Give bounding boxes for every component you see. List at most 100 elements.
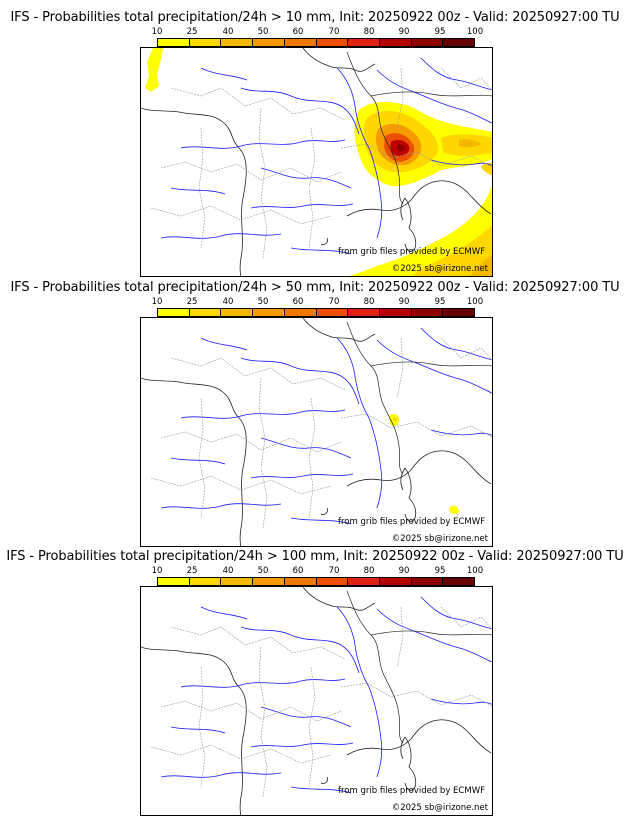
- colorbar-swatch: [284, 309, 317, 316]
- tick-label: 10: [151, 27, 163, 37]
- source-credit: from grib files provided by ECMWF: [338, 517, 485, 527]
- colorbar-swatches: [157, 577, 475, 586]
- colorbar-swatch: [158, 309, 190, 316]
- tick-label: 50: [257, 297, 269, 307]
- colorbar-swatch: [158, 578, 190, 585]
- panel-10mm: IFS - Probabilities total precipitation/…: [0, 0, 630, 277]
- copyright-notice: ©2025 sb@irizone.net: [391, 534, 488, 544]
- colorbar-swatch: [348, 39, 380, 46]
- panel-50mm: IFS - Probabilities total precipitation/…: [0, 270, 630, 547]
- rivers: [160, 596, 492, 794]
- country-borders: [346, 51, 492, 205]
- source-credit: from grib files provided by ECMWF: [338, 247, 485, 257]
- country-borders: [346, 321, 492, 475]
- map-canvas: [141, 587, 492, 815]
- colorbar-swatch: [348, 309, 380, 316]
- colorbar-swatches: [157, 308, 475, 317]
- tick-label: 70: [328, 27, 340, 37]
- coastlines: [141, 318, 492, 546]
- tick-label: 25: [186, 566, 198, 576]
- copyright-notice: ©2025 sb@irizone.net: [391, 264, 488, 274]
- colorbar: 10 25 40 50 60 70 80 90 95 100: [152, 297, 484, 319]
- tick-label: 25: [186, 27, 198, 37]
- tick-label: 50: [257, 566, 269, 576]
- colorbar-ticks: 10 25 40 50 60 70 80 90 95 100: [152, 297, 484, 307]
- panel-title: IFS - Probabilities total precipitation/…: [6, 549, 624, 564]
- map-50mm: from grib files provided by ECMWF ©2025 …: [140, 317, 493, 547]
- colorbar-swatch: [443, 39, 475, 46]
- tick-label: 40: [222, 566, 234, 576]
- colorbar-swatch: [221, 578, 254, 585]
- coastlines: [141, 48, 492, 276]
- colorbar: 10 25 40 50 60 70 80 90 95 100: [152, 27, 484, 49]
- colorbar-swatch: [316, 39, 349, 46]
- rivers: [160, 57, 492, 255]
- source-credit: from grib files provided by ECMWF: [338, 786, 485, 796]
- tick-label: 60: [292, 27, 304, 37]
- tick-label: 80: [363, 297, 375, 307]
- copyright-notice: ©2025 sb@irizone.net: [391, 803, 488, 813]
- admin-borders: [150, 337, 492, 529]
- colorbar-swatch: [379, 39, 412, 46]
- tick-label: 95: [434, 297, 446, 307]
- colorbar-swatch: [316, 578, 349, 585]
- colorbar-swatch: [253, 309, 285, 316]
- colorbar-swatch: [158, 39, 190, 46]
- colorbar-swatch: [284, 578, 317, 585]
- colorbar-swatch: [253, 578, 285, 585]
- tick-label: 95: [434, 27, 446, 37]
- tick-label: 80: [363, 27, 375, 37]
- tick-label: 70: [328, 297, 340, 307]
- panel-100mm: IFS - Probabilities total precipitation/…: [0, 539, 630, 816]
- admin-borders: [150, 606, 492, 798]
- tick-label: 40: [222, 27, 234, 37]
- tick-label: 10: [151, 566, 163, 576]
- colorbar-swatch: [411, 578, 444, 585]
- tick-label: 95: [434, 566, 446, 576]
- colorbar-ticks: 10 25 40 50 60 70 80 90 95 100: [152, 27, 484, 37]
- colorbar-swatch: [443, 309, 475, 316]
- colorbar-swatches: [157, 38, 475, 47]
- map-100mm: from grib files provided by ECMWF ©2025 …: [140, 586, 493, 816]
- colorbar-ticks: 10 25 40 50 60 70 80 90 95 100: [152, 566, 484, 576]
- tick-label: 60: [292, 566, 304, 576]
- tick-label: 10: [151, 297, 163, 307]
- map-10mm: from grib files provided by ECMWF ©2025 …: [140, 47, 493, 277]
- tick-label: 100: [466, 27, 484, 37]
- map-canvas: [141, 318, 492, 546]
- rivers: [160, 327, 492, 525]
- tick-label: 50: [257, 27, 269, 37]
- colorbar-swatch: [379, 578, 412, 585]
- admin-borders: [150, 67, 492, 259]
- colorbar-swatch: [189, 578, 222, 585]
- colorbar-swatch: [443, 578, 475, 585]
- precip-field: [389, 413, 459, 515]
- colorbar-swatch: [189, 39, 222, 46]
- colorbar-swatch: [189, 309, 222, 316]
- tick-label: 80: [363, 566, 375, 576]
- colorbar-swatch: [411, 39, 444, 46]
- tick-label: 70: [328, 566, 340, 576]
- tick-label: 90: [398, 566, 410, 576]
- tick-label: 90: [398, 27, 410, 37]
- tick-label: 100: [466, 566, 484, 576]
- colorbar-swatch: [221, 39, 254, 46]
- coastlines: [141, 587, 492, 815]
- colorbar-swatch: [221, 309, 254, 316]
- tick-label: 40: [222, 297, 234, 307]
- tick-label: 60: [292, 297, 304, 307]
- tick-label: 25: [186, 297, 198, 307]
- colorbar-swatch: [411, 309, 444, 316]
- colorbar-swatch: [316, 309, 349, 316]
- colorbar: 10 25 40 50 60 70 80 90 95 100: [152, 566, 484, 588]
- precip-field: [145, 48, 492, 276]
- map-canvas: [141, 48, 492, 276]
- panel-title: IFS - Probabilities total precipitation/…: [10, 280, 620, 295]
- colorbar-swatch: [379, 309, 412, 316]
- colorbar-swatch: [348, 578, 380, 585]
- colorbar-swatch: [253, 39, 285, 46]
- country-borders: [346, 590, 492, 744]
- tick-label: 90: [398, 297, 410, 307]
- tick-label: 100: [466, 297, 484, 307]
- colorbar-swatch: [284, 39, 317, 46]
